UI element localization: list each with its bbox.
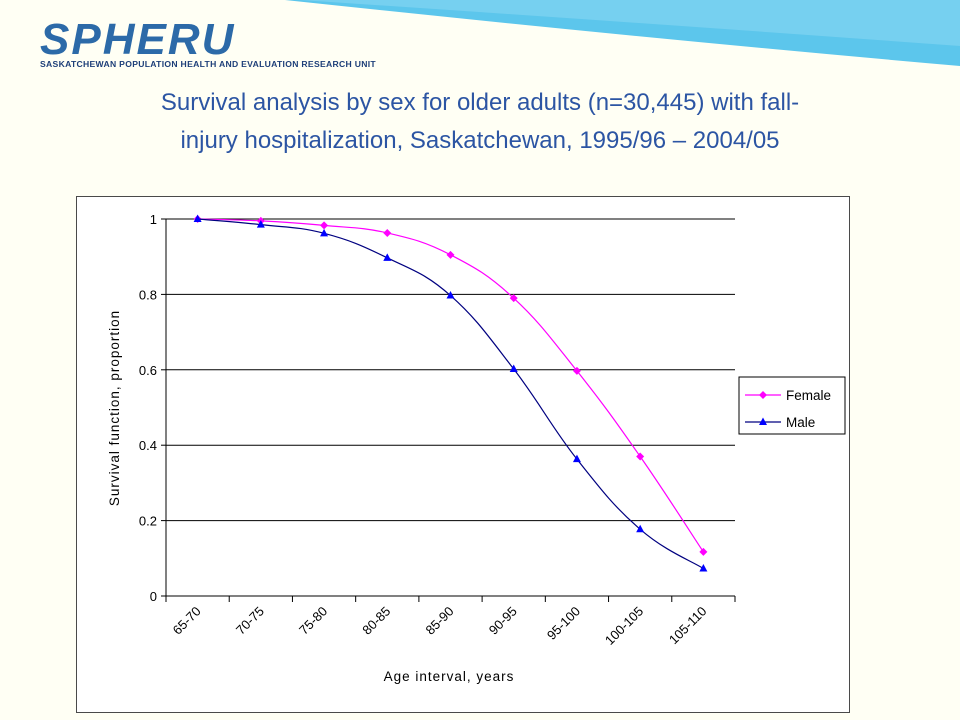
x-tick-label: 90-95 — [486, 604, 520, 638]
point-female — [636, 452, 645, 461]
series-lines — [193, 214, 708, 572]
y-tick-label: 0.8 — [139, 287, 157, 302]
legend-label-male: Male — [786, 415, 815, 430]
header-banner — [285, 0, 960, 66]
point-female — [572, 366, 581, 375]
legend-marker-male — [759, 417, 767, 425]
x-tick-label: 105-110 — [666, 604, 710, 648]
line-male — [197, 218, 704, 569]
point-male — [699, 563, 708, 572]
point-female — [446, 250, 455, 259]
y-tick-label: 0 — [150, 589, 157, 604]
slide-title: Survival analysis by sex for older adult… — [20, 84, 940, 160]
series-male — [193, 214, 708, 572]
legend-label-female: Female — [786, 388, 831, 403]
title-line-2: injury hospitalization, Saskatchewan, 19… — [180, 127, 780, 154]
chart-area — [76, 196, 850, 713]
legend: Female Male — [738, 376, 846, 435]
point-male — [193, 214, 202, 222]
axes — [161, 218, 736, 602]
legend-marker-female — [759, 391, 767, 399]
series-female — [193, 215, 708, 556]
legend-item-female: Female — [745, 388, 831, 403]
gridlines — [166, 218, 735, 522]
x-tick-label: 95-100 — [544, 604, 583, 643]
point-male — [509, 364, 518, 373]
y-tick-label: 0.4 — [139, 438, 157, 453]
point-male — [636, 524, 645, 533]
organization-name: SASKATCHEWAN POPULATION HEALTH AND EVALU… — [40, 59, 376, 69]
title-line-1: Survival analysis by sex for older adult… — [160, 89, 800, 116]
point-female — [509, 294, 518, 303]
x-tick-label: 80-85 — [359, 604, 393, 638]
point-male — [256, 220, 265, 228]
legend-item-male: Male — [745, 415, 815, 430]
y-axis-title: Survival function, proportion — [107, 310, 122, 506]
spheru-logo: SPHERU — [40, 15, 236, 64]
y-tick-label: 0.2 — [139, 514, 157, 529]
point-female — [699, 547, 708, 556]
point-male — [320, 228, 329, 237]
point-male — [572, 454, 581, 463]
y-tick-label: 1 — [150, 212, 157, 227]
x-tick-label: 100-105 — [602, 604, 646, 648]
x-tick-label: 70-75 — [233, 604, 267, 638]
x-tick-label: 65-70 — [170, 604, 204, 638]
x-tick-label: 85-90 — [423, 604, 457, 638]
point-female — [383, 228, 392, 237]
legend-box — [738, 376, 846, 435]
line-female — [197, 218, 704, 553]
y-tick-label: 0.6 — [139, 363, 157, 378]
point-female — [320, 221, 329, 230]
x-tick-label: 75-80 — [296, 604, 330, 638]
x-axis-title: Age interval, years — [384, 669, 515, 684]
point-male — [446, 291, 455, 299]
tick-labels: 0 0.2 0.4 0.6 0.8 1 65-70 70-75 75-80 80-85 85-90 9… — [139, 212, 710, 648]
point-male — [383, 253, 392, 261]
